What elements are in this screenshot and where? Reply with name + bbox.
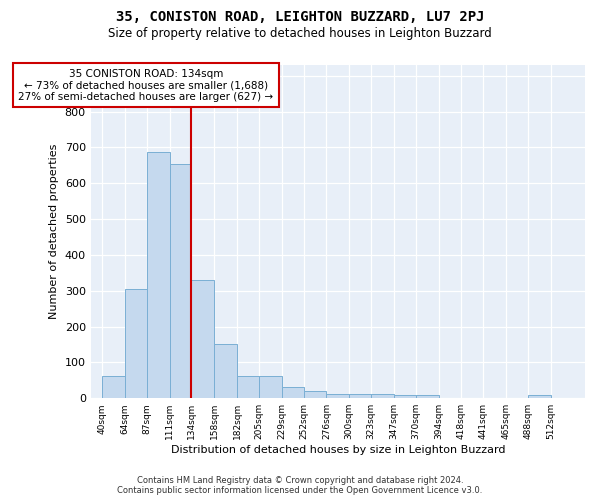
Bar xyxy=(282,388,304,398)
Bar xyxy=(191,280,214,398)
Bar xyxy=(170,164,191,398)
Bar xyxy=(394,394,416,398)
Bar xyxy=(326,394,349,398)
Y-axis label: Number of detached properties: Number of detached properties xyxy=(49,144,59,320)
Text: 35 CONISTON ROAD: 134sqm
← 73% of detached houses are smaller (1,688)
27% of sem: 35 CONISTON ROAD: 134sqm ← 73% of detach… xyxy=(18,68,274,102)
Bar xyxy=(237,376,259,398)
Text: 35, CONISTON ROAD, LEIGHTON BUZZARD, LU7 2PJ: 35, CONISTON ROAD, LEIGHTON BUZZARD, LU7… xyxy=(116,10,484,24)
Text: Size of property relative to detached houses in Leighton Buzzard: Size of property relative to detached ho… xyxy=(108,28,492,40)
Bar xyxy=(304,391,326,398)
X-axis label: Distribution of detached houses by size in Leighton Buzzard: Distribution of detached houses by size … xyxy=(170,445,505,455)
Text: Contains HM Land Registry data © Crown copyright and database right 2024.
Contai: Contains HM Land Registry data © Crown c… xyxy=(118,476,482,495)
Bar xyxy=(102,376,125,398)
Bar xyxy=(349,394,371,398)
Bar xyxy=(259,376,282,398)
Bar xyxy=(371,394,394,398)
Bar xyxy=(147,152,170,398)
Bar xyxy=(214,344,237,398)
Bar xyxy=(416,394,439,398)
Bar xyxy=(528,396,551,398)
Bar xyxy=(125,288,147,398)
